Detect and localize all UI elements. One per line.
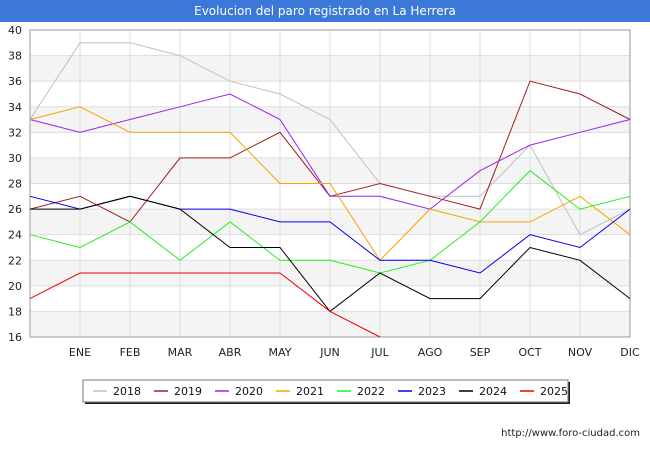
y-tick-label: 34 <box>8 101 22 114</box>
y-tick-label: 36 <box>8 75 22 88</box>
y-tick-label: 26 <box>8 203 22 216</box>
x-tick-label: JUL <box>370 346 389 359</box>
x-axis-ticks: ENE FEB MAR ABR MAY JUN JUL AGO SEP OCT NOV DIC <box>69 346 640 359</box>
legend-label-2021: 2021 <box>296 385 324 398</box>
y-tick-label: 22 <box>8 254 22 267</box>
y-tick-label: 40 <box>8 24 22 37</box>
y-tick-label: 20 <box>8 280 22 293</box>
x-tick-label: FEB <box>120 346 141 359</box>
x-tick-label: JUN <box>319 346 340 359</box>
legend-label-2022: 2022 <box>357 385 385 398</box>
plot-border <box>29 29 631 338</box>
x-tick-label: MAY <box>269 346 292 359</box>
x-tick-label: DIC <box>620 346 640 359</box>
x-tick-label: AGO <box>418 346 443 359</box>
x-tick-label: OCT <box>518 346 541 359</box>
legend-label-2020: 2020 <box>235 385 263 398</box>
y-tick-label: 38 <box>8 50 22 63</box>
x-tick-label: ENE <box>69 346 91 359</box>
y-tick-label: 30 <box>8 152 22 165</box>
y-tick-label: 18 <box>8 305 22 318</box>
series-line-2022 <box>29 170 631 274</box>
source-url[interactable]: http://www.foro-ciudad.com <box>501 428 640 439</box>
y-axis-ticks: 16 18 20 22 24 26 28 30 32 34 36 38 40 <box>8 24 22 344</box>
x-tick-label: SEP <box>470 346 491 359</box>
legend-label-2018: 2018 <box>113 385 141 398</box>
legend-box <box>82 379 569 403</box>
legend-label-2023: 2023 <box>418 385 446 398</box>
y-tick-label: 24 <box>8 229 22 242</box>
chart-title: Evolucion del paro registrado en La Herr… <box>0 0 650 22</box>
x-tick-label: ABR <box>219 346 242 359</box>
x-tick-label: NOV <box>568 346 593 359</box>
legend-label-2025: 2025 <box>540 385 568 398</box>
series-lines <box>29 42 631 338</box>
legend-label-2019: 2019 <box>174 385 202 398</box>
series-line-2025 <box>29 272 381 338</box>
legend: 2018 2019 2020 2021 2022 2023 2024 2025 <box>82 379 570 404</box>
x-tick-label: MAR <box>168 346 193 359</box>
legend-label-2024: 2024 <box>479 385 507 398</box>
series-line-2021 <box>29 106 631 262</box>
y-tick-label: 32 <box>8 126 22 139</box>
y-tick-label: 28 <box>8 178 22 191</box>
y-tick-label: 16 <box>8 331 22 344</box>
series-line-2020 <box>29 93 631 210</box>
